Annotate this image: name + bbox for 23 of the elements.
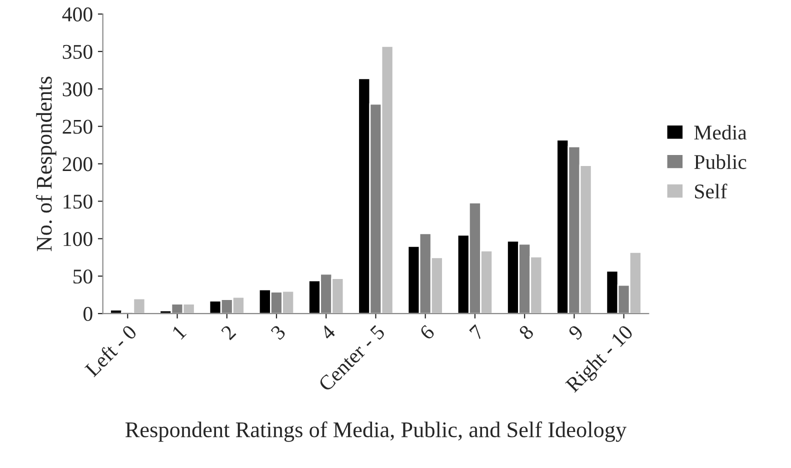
x-tick-label: 7 <box>469 324 485 340</box>
y-tick-label: 350 <box>62 44 92 59</box>
x-tick-label: 1 <box>172 324 187 340</box>
x-tick-label: 3 <box>270 324 286 340</box>
y-tick-label: 200 <box>62 157 92 172</box>
legend-label: Self <box>695 184 728 199</box>
x-tick-label: 4 <box>320 324 336 341</box>
y-tick-label: 0 <box>83 306 92 321</box>
x-tick-label: 6 <box>419 324 436 340</box>
y-axis-title: No. of Respondents <box>36 76 56 252</box>
y-tick-label: 100 <box>64 232 92 246</box>
x-tick-label: 8 <box>518 324 534 340</box>
x-tick-label: 9 <box>568 324 584 341</box>
y-tick-label: 150 <box>64 194 92 209</box>
legend-label: Public <box>694 154 746 170</box>
y-tick-label: 300 <box>62 82 92 96</box>
x-tick-label: 2 <box>220 324 236 340</box>
y-tick-label: 50 <box>73 269 92 284</box>
x-axis-title: Respondent Ratings of Media, Public, and Self Ideology <box>125 421 627 442</box>
x-tick-label: Left - 0 <box>84 324 138 378</box>
y-tick-label: 250 <box>62 120 92 134</box>
legend-label: Media <box>694 124 747 140</box>
y-tick-label: 400 <box>62 7 92 22</box>
